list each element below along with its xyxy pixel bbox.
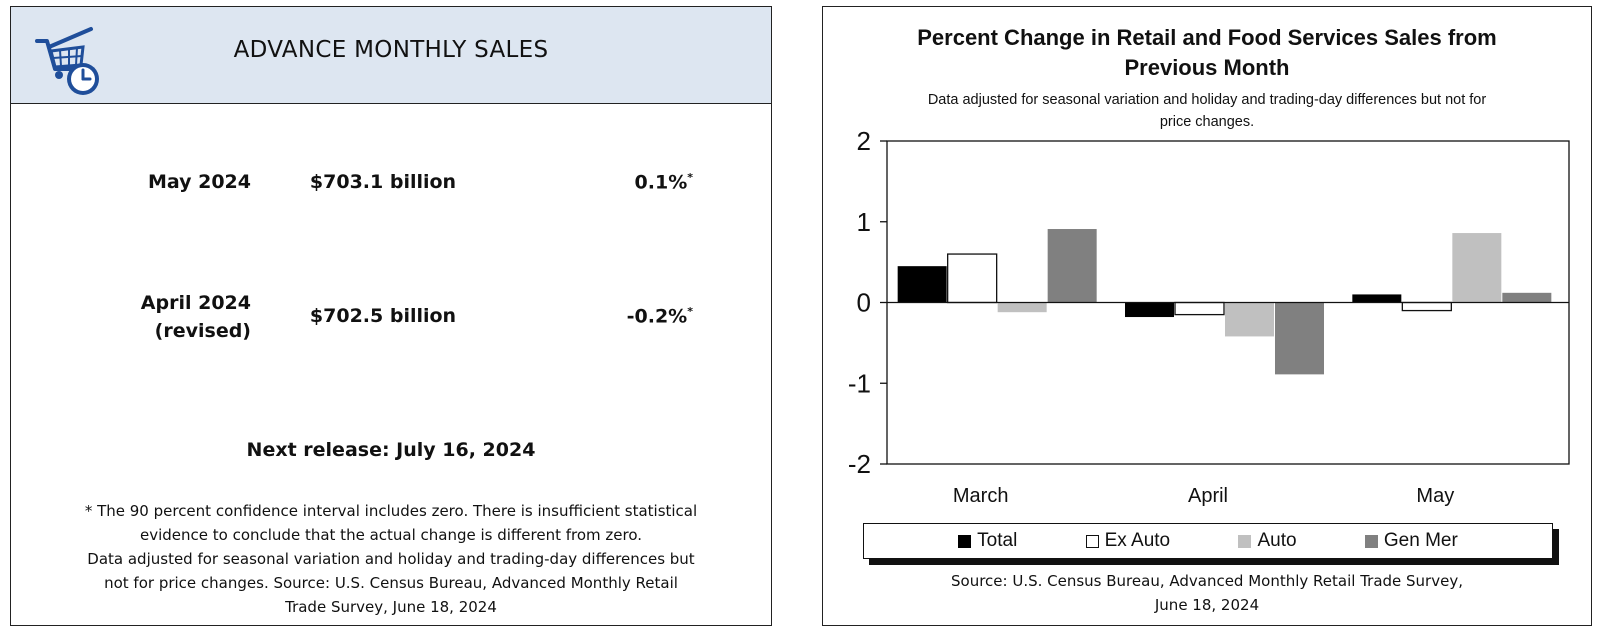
row-change-april: -0.2%* [573, 305, 693, 327]
footnote-line: not for price changes. Source: U.S. Cens… [104, 574, 678, 592]
chart-title: Percent Change in Retail and Food Servic… [843, 23, 1571, 83]
chart-subtitle-line1: Data adjusted for seasonal variation and… [927, 92, 1487, 108]
x-category-label: April [1188, 485, 1228, 507]
legend-swatch [958, 534, 972, 548]
summary-title: ADVANCE MONTHLY SALES [233, 37, 549, 63]
bar-auto-may [1452, 233, 1502, 303]
row-label-may-text: May 2024 [147, 171, 251, 193]
shopping-cart-clock-icon [35, 27, 99, 95]
chart-title-line2: Previous Month [1124, 55, 1290, 80]
bar-chart: 2 1 0 -1 -2 March April May [848, 126, 1570, 507]
summary-panel: ADVANCE MONTHLY SALES May 2024 $703.1 bi… [10, 6, 772, 626]
chart-subtitle-line2: price changes. [1159, 114, 1255, 130]
row-value-may: $703.1 billion [309, 171, 457, 193]
y-tick-label: -1 [848, 368, 871, 398]
bar-total-march [897, 266, 947, 303]
row-change-april-text: -0.2% [626, 305, 688, 328]
asterisk-marker: * [687, 171, 693, 184]
legend-label: Auto [1257, 530, 1297, 551]
footnote-line: Data adjusted for seasonal variation and… [87, 550, 695, 568]
row-change-may: 0.1%* [573, 171, 693, 193]
legend-item-auto: Auto [1238, 530, 1297, 552]
legend-label: Total [977, 530, 1018, 551]
legend-swatch [1364, 534, 1378, 548]
chart-panel: Percent Change in Retail and Food Servic… [822, 6, 1592, 626]
row-label-april: April 2024 (revised) [51, 289, 251, 345]
y-tick-label: 1 [857, 207, 871, 237]
bar-auto-april [1225, 302, 1274, 337]
footnote-line: evidence to conclude that the actual cha… [139, 526, 643, 544]
legend-item-gen-mer: Gen Mer [1364, 530, 1458, 552]
footnote-line: * The 90 percent confidence interval inc… [84, 502, 698, 520]
chart-source-line2: June 18, 2024 [1154, 596, 1260, 614]
y-tick-label: 0 [857, 288, 871, 318]
y-tick-label: 2 [857, 126, 871, 156]
bar-gen-mer-may [1502, 292, 1552, 303]
chart-subtitle: Data adjusted for seasonal variation and… [843, 89, 1571, 133]
legend-item-total: Total [958, 530, 1017, 552]
row-label-april-line2: (revised) [154, 320, 251, 342]
row-value-april: $702.5 billion [309, 305, 457, 327]
legend-swatch [1238, 534, 1252, 548]
row-label-may: May 2024 [51, 171, 251, 193]
bar-gen-mer-march [1047, 229, 1097, 303]
legend-item-ex-auto: Ex Auto [1085, 530, 1171, 552]
bar-auto-march [997, 302, 1047, 313]
chart-source: Source: U.S. Census Bureau, Advanced Mon… [843, 569, 1571, 617]
chart-title-line1: Percent Change in Retail and Food Servic… [917, 25, 1497, 50]
bar-gen-mer-april [1275, 302, 1324, 375]
bar-ex-auto-april [1174, 301, 1225, 316]
footnote: * The 90 percent confidence interval inc… [29, 499, 753, 619]
summary-header: ADVANCE MONTHLY SALES [11, 7, 771, 104]
row-label-april-line1: April 2024 [140, 292, 251, 314]
y-tick-label: -2 [848, 449, 871, 479]
next-release: Next release: July 16, 2024 [246, 439, 536, 461]
x-category-label: March [953, 485, 1009, 507]
chart-source-line1: Source: U.S. Census Bureau, Advanced Mon… [951, 572, 1463, 590]
legend-label: Ex Auto [1104, 530, 1171, 551]
legend-label: Gen Mer [1383, 530, 1458, 551]
chart-legend: Total Ex Auto Auto Gen Mer [863, 523, 1553, 559]
x-category-label: May [1416, 485, 1454, 507]
bar-total-may [1352, 294, 1402, 303]
row-change-may-text: 0.1% [634, 171, 688, 194]
footnote-line: Trade Survey, June 18, 2024 [285, 598, 497, 616]
legend-swatch [1085, 534, 1099, 548]
asterisk-marker: * [687, 305, 693, 318]
bar-total-april [1125, 302, 1174, 318]
bar-ex-auto-march [947, 253, 998, 304]
bar-ex-auto-may [1401, 301, 1452, 312]
